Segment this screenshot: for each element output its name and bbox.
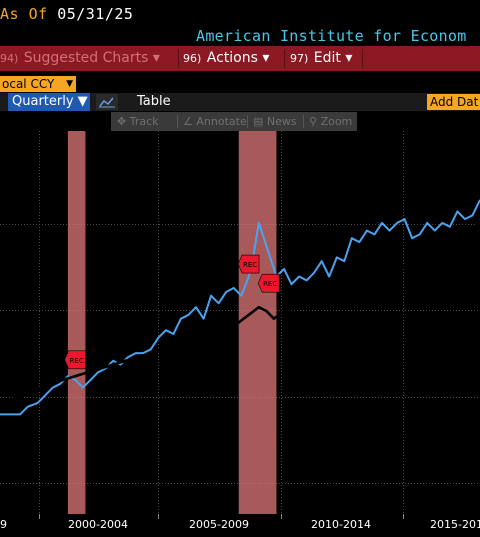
chart-tools-bar: ✥ Track ∠ Annotate ▤ News ⚲ Zoom — [111, 112, 357, 131]
chevron-down-icon: ▼ — [66, 79, 73, 89]
zoom-icon: ⚲ — [309, 115, 318, 128]
pencil-icon: ∠ — [183, 115, 193, 128]
chevron-down-icon: ▾ — [152, 50, 160, 66]
edit-num: 97) — [290, 52, 309, 65]
chart-toolbar: Quarterly ▼ Table Add Dat — [0, 93, 480, 111]
x-tick — [39, 514, 40, 519]
edit-menu[interactable]: 97) Edit ▾ — [290, 46, 352, 71]
chart-plot-area[interactable]: REC REC REC — [0, 131, 480, 514]
annotate-tool[interactable]: ∠ Annotate — [183, 112, 247, 131]
annotate-label: Annotate — [196, 115, 247, 128]
actions-label: Actions — [206, 50, 258, 66]
x-tick-label: 2000-2004 — [68, 518, 128, 531]
rec-marker-label: REC — [263, 280, 277, 288]
rec-marker[interactable]: REC — [237, 254, 260, 274]
zoom-tool[interactable]: ⚲ Zoom — [309, 112, 352, 131]
rec-marker-label: REC — [70, 357, 84, 365]
currency-label: ocal CCY — [2, 77, 55, 91]
x-tick-label: 2010-2014 — [311, 518, 371, 531]
menu-divider — [178, 49, 179, 68]
tools-divider — [177, 115, 178, 128]
chevron-down-icon: ▾ — [262, 50, 270, 66]
black-series-line[interactable] — [0, 221, 480, 405]
track-label: Track — [129, 115, 159, 128]
recession-markers: REC REC REC — [64, 254, 280, 370]
x-axis: 9 2000-2004 2005-2009 2010-2014 2015-201 — [0, 514, 480, 537]
as-of-label: As Of 05/31/25 — [0, 5, 133, 23]
menu-divider — [284, 49, 285, 68]
recession-bands — [67, 131, 277, 514]
tools-divider — [303, 115, 304, 128]
chart-series — [0, 199, 480, 416]
currency-select[interactable]: ocal CCY ▼ — [0, 76, 76, 92]
table-button[interactable]: Table — [137, 94, 171, 109]
chevron-down-icon: ▾ — [345, 50, 353, 66]
crosshair-icon: ✥ — [117, 115, 127, 128]
security-description: American Institute for Econom — [196, 27, 467, 45]
zoom-label: Zoom — [320, 115, 353, 128]
rec-marker-shape — [257, 273, 280, 293]
as-of-date[interactable]: 05/31/25 — [57, 5, 134, 23]
rec-marker[interactable]: REC — [64, 350, 86, 370]
menu-divider — [362, 49, 363, 68]
line-chart-icon[interactable] — [96, 94, 118, 110]
x-tick — [158, 514, 159, 519]
tools-divider — [247, 115, 248, 128]
suggested-label: Suggested Charts — [23, 50, 149, 66]
suggested-num: 94) — [0, 52, 19, 65]
edit-label: Edit — [313, 50, 341, 66]
recession-band — [238, 131, 277, 514]
x-tick-label: 2015-201 — [430, 518, 480, 531]
news-label: News — [266, 115, 297, 128]
x-tick-label: 2005-2009 — [189, 518, 249, 531]
add-data-button[interactable]: Add Dat — [427, 94, 480, 110]
suggested-charts-menu[interactable]: 94) Suggested Charts ▾ — [0, 46, 160, 71]
line-chart[interactable]: REC REC REC — [0, 131, 480, 514]
line-chart-glyph — [99, 97, 115, 108]
blue-series-line[interactable] — [0, 199, 480, 416]
x-tick — [403, 514, 404, 519]
track-tool[interactable]: ✥ Track — [117, 112, 159, 131]
news-tool[interactable]: ▤ News — [253, 112, 297, 131]
actions-num: 96) — [183, 52, 202, 65]
x-tick-label: 9 — [0, 518, 7, 531]
x-tick — [281, 514, 282, 519]
news-icon: ▤ — [253, 115, 264, 128]
as-of-text: As Of — [0, 5, 48, 23]
rec-marker-label: REC — [243, 261, 257, 269]
frequency-select[interactable]: Quarterly ▼ — [8, 93, 90, 111]
title-bar: As Of 05/31/25 — [0, 0, 480, 28]
rec-marker-shape — [237, 254, 260, 274]
actions-menu[interactable]: 96) Actions ▾ — [183, 46, 269, 71]
recession-band — [67, 131, 86, 514]
menu-bar: 94) Suggested Charts ▾ 96) Actions ▾ 97)… — [0, 46, 480, 71]
rec-marker-shape — [64, 350, 86, 370]
rec-marker[interactable]: REC — [257, 273, 280, 293]
